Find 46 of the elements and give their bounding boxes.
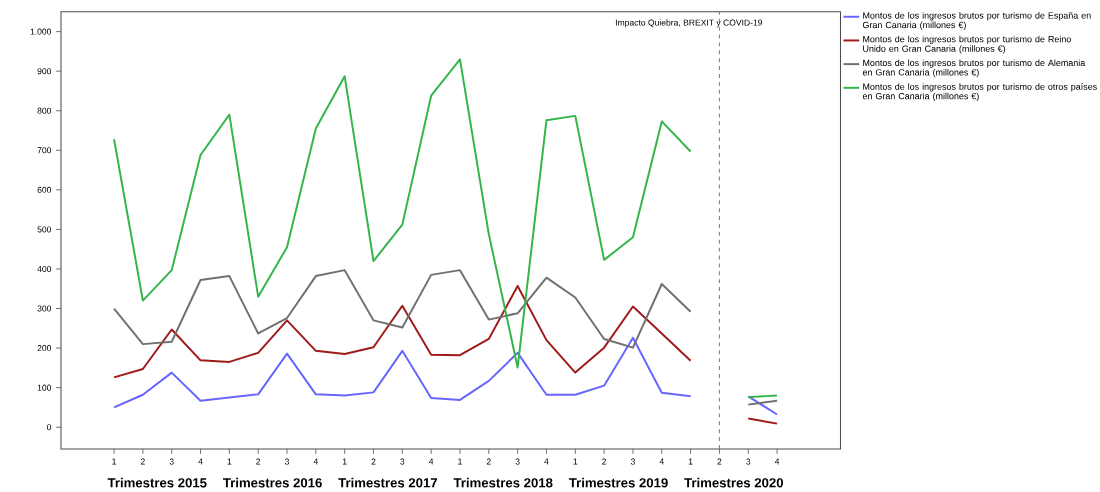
y-tick-label: 300: [37, 305, 52, 312]
y-tick-label: 100: [37, 384, 52, 391]
y-tick-label: 0: [46, 424, 52, 431]
text: Trimestres 2017: [338, 477, 438, 488]
x-tick-label: 2: [486, 458, 491, 465]
annotation: Impacto Quiebra, BREXIT y COVID-19: [615, 19, 763, 28]
x-tick-label: 1: [688, 458, 693, 465]
x-tick-label: 3: [400, 458, 405, 465]
y-tick-label: 200: [37, 344, 52, 351]
x-tick-label: 3: [630, 458, 635, 465]
x-tick-label: 3: [284, 458, 290, 465]
x-tick-label: 4: [428, 458, 434, 465]
x-tick-label: 1: [112, 458, 116, 465]
x-tick-label: 4: [774, 458, 780, 465]
legend-label: Montos de los ingresos brutos por turismo de otros países en Gran Canaria (millones €): [862, 82, 1097, 101]
x-tick-label: 2: [717, 458, 722, 465]
y-tick-label: 900: [37, 67, 52, 75]
x-tick-label: 3: [746, 458, 751, 465]
text: Trimestres 2019: [568, 477, 668, 488]
legend-label: Montos de los ingresos brutos por turismo de España en Gran Canaria (millones €): [862, 11, 1091, 30]
x-tick-label: 2: [256, 458, 261, 465]
y-tick-label: 700: [37, 147, 52, 154]
x-tick-label: 4: [544, 458, 549, 465]
y-tick-label: 400: [37, 265, 52, 272]
y-tick-label: 1.000: [30, 28, 52, 35]
x-tick-label: 4: [198, 458, 203, 465]
x-tick-label: 3: [169, 458, 174, 465]
x-tick-label: 1: [227, 458, 232, 465]
x-tick-label: 3: [515, 458, 520, 465]
x-tick-label: 2: [371, 458, 376, 465]
y-tick-label: 600: [37, 186, 52, 193]
legend-label: Montos de los ingresos brutos por turismo de Reino Unido en Gran Canaria (millones €): [863, 35, 1071, 54]
x-tick-label: 1: [342, 458, 347, 465]
text: Trimestres 2015: [107, 477, 207, 488]
x-tick-label: 2: [140, 458, 145, 465]
x-tick-label: 1: [458, 458, 462, 465]
x-tick-label: 4: [313, 458, 318, 465]
x-tick-label: 2: [602, 458, 607, 465]
text: Trimestres 2016: [223, 477, 322, 488]
x-tick-label: 1: [573, 458, 578, 465]
y-tick-label: 500: [37, 226, 52, 233]
y-tick-label: 800: [37, 107, 52, 114]
legend-label: Montos de los ingresos brutos por turismo de Alemania en Gran Canaria (millones €): [862, 59, 1086, 78]
text: Trimestres 2018: [453, 477, 553, 488]
x-tick-label: 4: [659, 458, 664, 465]
text: Trimestres 2020: [684, 477, 784, 488]
